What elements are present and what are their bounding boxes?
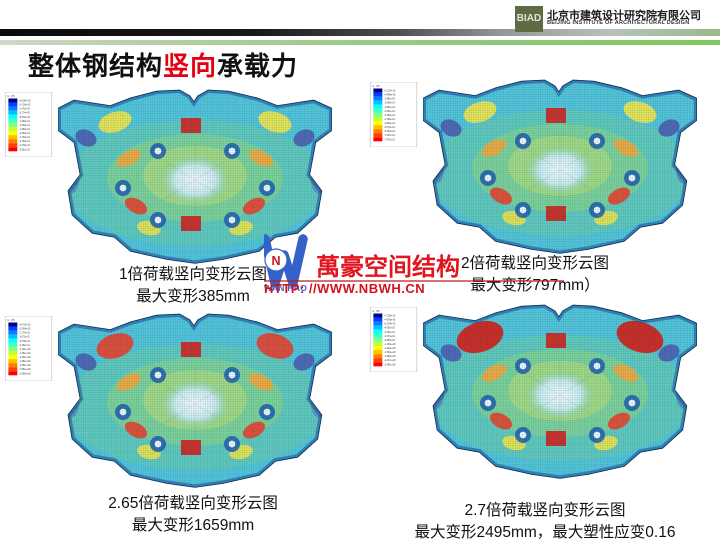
svg-text:N: N [271, 254, 280, 268]
svg-text:-8.092e-02: -8.092e-02 [384, 328, 396, 330]
svg-text:-7.975e-01: -7.975e-01 [384, 139, 396, 141]
svg-text:U, VB: U, VB [372, 309, 380, 313]
svg-text:-6.378e-01: -6.378e-01 [19, 341, 31, 343]
svg-text:-1.401e+00: -1.401e+00 [19, 357, 31, 359]
svg-text:U, VB: U, VB [372, 84, 380, 88]
svg-text:-1.834e-01: -1.834e-01 [384, 107, 396, 109]
svg-text:-1.473e-02: -1.473e-02 [19, 109, 31, 111]
svg-text:+2.326e-02: +2.326e-02 [19, 105, 31, 107]
svg-text:-3.851e-01: -3.851e-01 [19, 149, 31, 151]
svg-text:+1.874e-01: +1.874e-01 [384, 324, 396, 326]
svg-text:+2.954e-01: +2.954e-01 [19, 329, 31, 331]
svg-text:-8.676e-02: -8.676e-02 [19, 117, 31, 119]
svg-text:-1.258e-01: -1.258e-01 [19, 121, 31, 123]
svg-text:-8.855e-01: -8.855e-01 [384, 340, 396, 342]
svg-text:-1.392e+00: -1.392e+00 [19, 353, 31, 355]
svg-text:-6.439e-01: -6.439e-01 [384, 131, 396, 133]
svg-text:-1.482e+00: -1.482e+00 [19, 361, 31, 363]
svg-text:-3.670e-01: -3.670e-01 [19, 337, 31, 339]
svg-text:-9.152e-01: -9.152e-01 [19, 345, 31, 347]
svg-text:-1.959e+00: -1.959e+00 [384, 356, 396, 358]
svg-text:萬豪空间结构: 萬豪空间结构 [316, 253, 460, 281]
svg-text:+5.936e-02: +5.936e-02 [19, 101, 31, 103]
svg-text:-2.227e+00: -2.227e+00 [384, 360, 396, 362]
svg-text:-2.739e-01: -2.739e-01 [19, 137, 31, 139]
svg-text:-2.495e+00: -2.495e+00 [384, 364, 396, 366]
svg-text:-1.999e-01: -1.999e-01 [19, 129, 31, 131]
svg-text:-1.179e-01: -1.179e-01 [19, 333, 31, 335]
svg-text:-1.551e+00: -1.551e+00 [19, 365, 31, 367]
svg-text:+4.556e-01: +4.556e-01 [384, 320, 396, 322]
svg-text:-6.173e-01: -6.173e-01 [384, 336, 396, 338]
svg-text:-3.491e-01: -3.491e-01 [384, 332, 396, 334]
svg-text:-4.904e-01: -4.904e-01 [384, 123, 396, 125]
svg-text:-5.672e-01: -5.672e-01 [384, 127, 396, 129]
svg-text:-1.154e+00: -1.154e+00 [384, 344, 396, 346]
svg-text:-1.629e-01: -1.629e-01 [19, 125, 31, 127]
svg-text:+8.723e-01: +8.723e-01 [19, 325, 31, 327]
svg-text:U, VB: U, VB [7, 318, 15, 322]
svg-text:-1.659e+00: -1.659e+00 [19, 373, 31, 375]
svg-text:+1.237e-01: +1.237e-01 [384, 91, 396, 93]
svg-text:-1.423e+00: -1.423e+00 [384, 348, 396, 350]
svg-text:U, VB: U, VB [7, 94, 15, 98]
svg-text:-4.136e-01: -4.136e-01 [384, 119, 396, 121]
svg-text:-2.369e-01: -2.369e-01 [19, 133, 31, 135]
svg-text:-2.981e-02: -2.981e-02 [384, 99, 396, 101]
svg-text:HTTP: //WWW.NBWH.CN: HTTP: //WWW.NBWH.CN [264, 281, 425, 295]
svg-text:+4.696e-02: +4.696e-02 [384, 95, 396, 97]
svg-text:-3.109e-01: -3.109e-01 [19, 141, 31, 143]
svg-text:-1.066e-01: -1.066e-01 [384, 103, 396, 105]
svg-text:-7.207e-01: -7.207e-01 [384, 135, 396, 137]
svg-text:-2.601e-01: -2.601e-01 [384, 111, 396, 113]
svg-text:+7.230e-01: +7.230e-01 [384, 316, 396, 318]
svg-text:-1.690e+00: -1.690e+00 [384, 352, 396, 354]
svg-text:-5.174e-02: -5.174e-02 [19, 113, 31, 115]
svg-text:-3.479e-01: -3.479e-01 [19, 145, 31, 147]
svg-text:-1.121e+00: -1.121e+00 [19, 349, 31, 351]
svg-text:-1.652e+00: -1.652e+00 [19, 369, 31, 371]
svg-text:-3.369e-01: -3.369e-01 [384, 115, 396, 117]
